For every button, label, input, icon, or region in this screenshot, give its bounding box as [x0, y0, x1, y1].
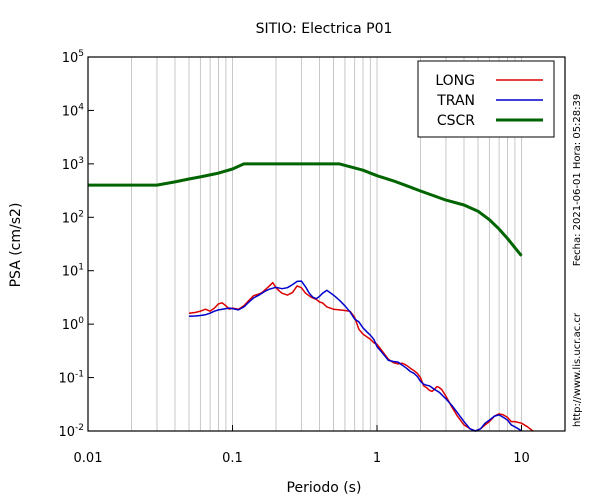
series-layer — [88, 162, 534, 432]
series-line-tran — [188, 280, 522, 432]
y-tick-label: 10-1 — [58, 370, 84, 387]
grid — [87, 57, 566, 431]
y-axis: 10-2 10-1 100 101 102 103 104 105 — [58, 49, 94, 440]
y-tick-label: 102 — [62, 209, 84, 226]
y-tick-label: 10-2 — [58, 423, 84, 440]
x-axis-label: Periodo (s) — [287, 480, 362, 496]
x-axis: 0.01 0.1 1 10 — [74, 425, 530, 466]
y-tick-label: 104 — [62, 102, 85, 119]
date-stamp: Fecha: 2021-06-01 Hora: 05:28:39 — [572, 94, 583, 267]
y-tick-label: 103 — [62, 156, 84, 173]
legend-label-long: LONG — [435, 73, 475, 89]
legend-label-cscr: CSCR — [437, 113, 475, 129]
legend: LONG TRAN CSCR — [417, 60, 555, 138]
x-tick-label: 0.01 — [74, 451, 103, 466]
y-tick-label: 100 — [62, 316, 85, 333]
website-url: http://www.lis.ucr.ac.cr — [572, 312, 583, 427]
series-line-cscr — [88, 162, 523, 257]
x-tick-label: 10 — [513, 451, 530, 466]
legend-label-tran: TRAN — [436, 93, 475, 109]
plot-frame — [87, 56, 566, 432]
chart-title: SITIO: Electrica P01 — [256, 21, 393, 37]
y-axis-label: PSA (cm/s2) — [8, 203, 24, 288]
x-tick-label: 0.1 — [222, 451, 243, 466]
x-tick-label: 1 — [373, 451, 381, 466]
legend-box — [417, 60, 555, 138]
y-tick-label: 101 — [62, 263, 84, 280]
y-tick-label: 105 — [62, 49, 84, 66]
